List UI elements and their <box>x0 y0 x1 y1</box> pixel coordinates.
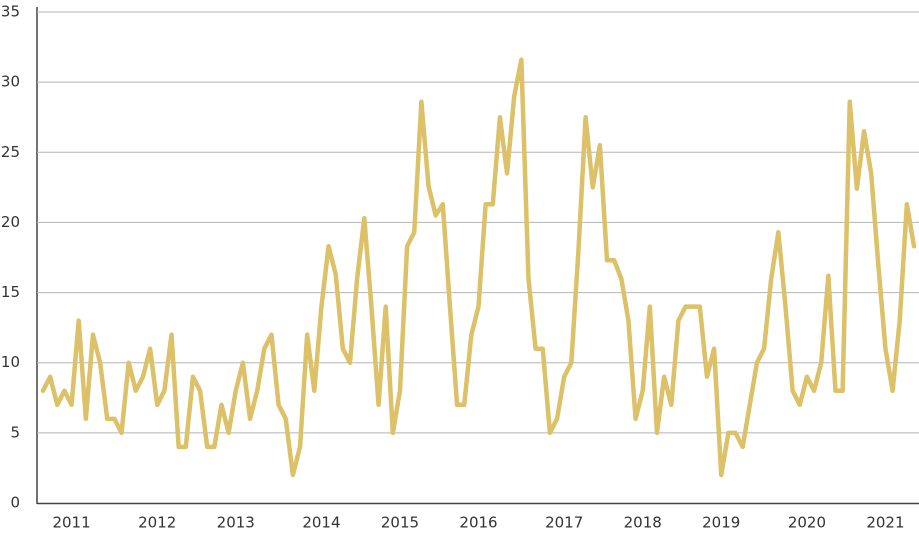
line <box>40 57 917 478</box>
y-tick-label: 5 <box>10 423 20 441</box>
x-tick-label: 2016 <box>459 514 497 532</box>
y-tick-label: 0 <box>10 494 20 512</box>
x-tick-label: 2017 <box>545 514 583 532</box>
y-tick-label: 35 <box>1 3 20 21</box>
x-tick-label: 2021 <box>866 514 904 532</box>
y-tick-label: 15 <box>1 283 20 301</box>
x-tick-label: 2019 <box>702 514 740 532</box>
y-tick-label: 20 <box>1 213 20 231</box>
x-tick-label: 2018 <box>624 514 662 532</box>
y-tick-label: 10 <box>1 353 20 371</box>
x-tick-label: 2012 <box>138 514 176 532</box>
x-tick-label: 2014 <box>302 514 340 532</box>
x-tick-label: 2015 <box>381 514 419 532</box>
x-tick-label: 2013 <box>217 514 255 532</box>
x-tick-label: 2020 <box>788 514 826 532</box>
x-tick-label: 2011 <box>52 514 90 532</box>
y-tick-label: 25 <box>1 143 20 161</box>
y-tick-label: 30 <box>1 73 20 91</box>
